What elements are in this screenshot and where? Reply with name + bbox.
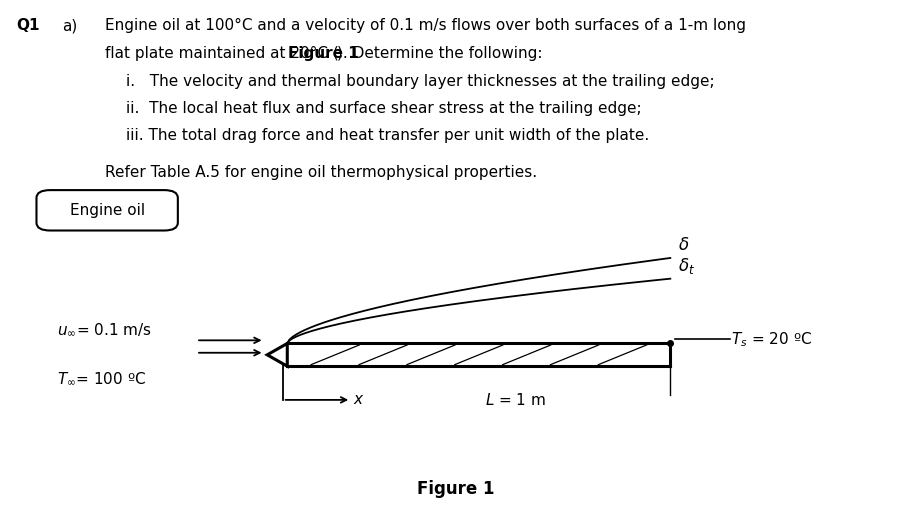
Polygon shape xyxy=(267,343,287,366)
Text: ). Determine the following:: ). Determine the following: xyxy=(337,46,542,61)
Text: $\delta_t$: $\delta_t$ xyxy=(677,256,694,276)
FancyBboxPatch shape xyxy=(36,190,178,231)
Bar xyxy=(287,343,670,366)
Text: iii. The total drag force and heat transfer per unit width of the plate.: iii. The total drag force and heat trans… xyxy=(126,128,649,143)
Text: ii.  The local heat flux and surface shear stress at the trailing edge;: ii. The local heat flux and surface shea… xyxy=(126,101,640,116)
Text: Engine oil at 100°C and a velocity of 0.1 m/s flows over both surfaces of a 1-m : Engine oil at 100°C and a velocity of 0.… xyxy=(105,18,745,33)
Text: x: x xyxy=(353,393,363,407)
Text: flat plate maintained at 20°C (: flat plate maintained at 20°C ( xyxy=(105,46,338,61)
Text: $u_\infty$= 0.1 m/s: $u_\infty$= 0.1 m/s xyxy=(57,322,152,338)
Text: i.   The velocity and thermal boundary layer thicknesses at the trailing edge;: i. The velocity and thermal boundary lay… xyxy=(126,74,713,89)
Text: Refer Table A.5 for engine oil thermophysical properties.: Refer Table A.5 for engine oil thermophy… xyxy=(105,165,537,180)
Text: $L$ = 1 m: $L$ = 1 m xyxy=(485,392,545,408)
Text: Figure 1: Figure 1 xyxy=(417,480,494,498)
Text: $T_\infty$= 100 ºC: $T_\infty$= 100 ºC xyxy=(57,371,147,387)
Text: Engine oil: Engine oil xyxy=(69,203,145,218)
Text: $\delta$: $\delta$ xyxy=(677,236,688,254)
Text: a): a) xyxy=(62,18,77,33)
Text: Figure 1: Figure 1 xyxy=(288,46,359,61)
Text: Q1: Q1 xyxy=(16,18,40,33)
Text: $T_s$ = 20 ºC: $T_s$ = 20 ºC xyxy=(731,330,812,349)
